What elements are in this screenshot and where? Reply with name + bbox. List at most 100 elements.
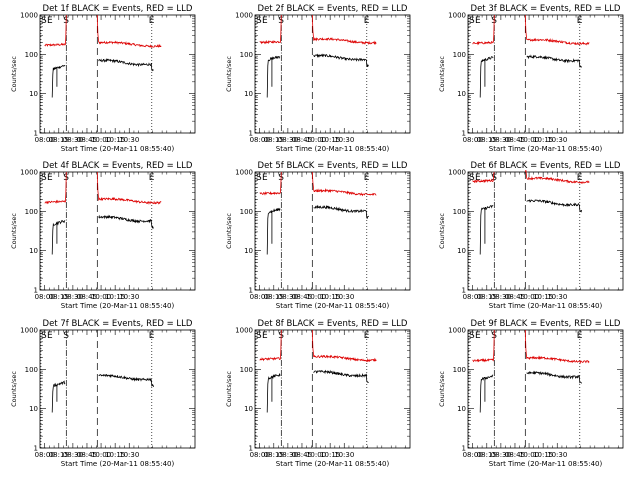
x-tick-label: 08:30 [491, 451, 511, 459]
y-tick-label: 100 [240, 51, 253, 59]
events-series-post [98, 58, 154, 72]
y-tick-label: 10 [244, 90, 253, 98]
y-tick-label: 1000 [448, 12, 466, 20]
x-tick-label: 10:00 [306, 451, 326, 459]
x-tick-label: 08:45 [77, 451, 97, 459]
events-series-pre [479, 374, 494, 413]
y-tick-label: 1000 [235, 12, 253, 20]
x-tick-label: 08:00 [463, 136, 483, 144]
x-axis-label: Start Time (20-Mar-11 08:55:40) [61, 302, 175, 310]
x-tick-label: 10:15 [533, 293, 553, 301]
y-axis-label: Counts/sec [225, 56, 233, 92]
x-tick-label: 08:45 [505, 451, 525, 459]
x-tick-label: 08:45 [292, 293, 312, 301]
x-tick-label: 10:30 [119, 293, 139, 301]
x-axis-label: Start Time (20-Mar-11 08:55:40) [276, 145, 390, 153]
marker-label-start-left: S [41, 16, 47, 26]
lld-series-pre [472, 329, 495, 363]
x-tick-label: 10:00 [519, 293, 539, 301]
lld-series-post [311, 329, 377, 363]
x-tick-label: 08:00 [463, 451, 483, 459]
marker-label-start-right: E [262, 331, 268, 341]
y-tick-label: 1 [34, 130, 38, 138]
y-tick-label: 1000 [20, 12, 38, 20]
marker-label-end: E [577, 173, 583, 183]
lld-series-pre [259, 329, 282, 362]
chart-panel: Det 6f BLACK = Events, RED = LLD 1 10 100 10… [438, 161, 624, 310]
x-tick-label: 10:00 [91, 293, 111, 301]
x-tick-label: 08:45 [77, 136, 97, 144]
marker-label-s: S [491, 173, 497, 183]
x-tick-label: 08:30 [278, 293, 298, 301]
events-series-post [313, 204, 369, 219]
marker-label-start-left: S [469, 16, 475, 26]
panel-title: Det 7f BLACK = Events, RED = LLD [43, 319, 193, 329]
y-tick-label: 100 [25, 366, 38, 374]
x-tick-label: 08:15 [477, 293, 497, 301]
lld-series-pre [44, 171, 67, 205]
x-tick-label: 08:30 [63, 451, 83, 459]
marker-label-start-right: E [475, 173, 481, 183]
marker-label-start-right: E [262, 173, 268, 183]
y-tick-label: 10 [457, 405, 466, 413]
marker-label-start-left: S [41, 331, 47, 341]
x-tick-label: 08:30 [63, 293, 83, 301]
lld-series-pre [44, 14, 67, 47]
y-tick-label: 1 [462, 445, 466, 453]
lld-series-post [311, 171, 377, 197]
x-tick-label: 10:00 [306, 136, 326, 144]
x-tick-label: 08:00 [250, 136, 270, 144]
x-tick-label: 10:30 [547, 293, 567, 301]
y-tick-label: 1 [34, 445, 38, 453]
y-tick-label: 10 [29, 90, 38, 98]
y-tick-label: 10 [244, 247, 253, 255]
x-tick-label: 08:30 [491, 136, 511, 144]
y-axis-label: Counts/sec [225, 371, 233, 407]
y-axis-label: Counts/sec [10, 56, 18, 92]
y-tick-label: 1 [249, 445, 253, 453]
y-axis-label: Counts/sec [10, 213, 18, 249]
marker-label-end: E [149, 16, 155, 26]
y-tick-label: 100 [25, 51, 38, 59]
y-tick-label: 1 [249, 130, 253, 138]
y-axis-label: Counts/sec [10, 371, 18, 407]
plot-frame [254, 171, 411, 291]
x-tick-label: 08:45 [505, 136, 525, 144]
x-tick-label: 08:15 [264, 451, 284, 459]
x-tick-label: 10:00 [306, 293, 326, 301]
y-tick-label: 10 [457, 247, 466, 255]
x-tick-label: 10:30 [119, 451, 139, 459]
x-tick-label: 08:15 [49, 451, 69, 459]
x-tick-label: 10:30 [547, 451, 567, 459]
marker-label-start-left: S [256, 173, 262, 183]
panel-title: Det 6f BLACK = Events, RED = LLD [471, 161, 621, 171]
x-tick-label: 08:00 [35, 451, 55, 459]
y-axis-label: Counts/sec [225, 213, 233, 249]
x-tick-label: 08:00 [463, 293, 483, 301]
x-tick-label: 08:00 [35, 293, 55, 301]
y-tick-label: 1000 [448, 327, 466, 335]
lld-series-post [524, 169, 590, 185]
x-tick-label: 08:00 [250, 293, 270, 301]
x-tick-label: 10:15 [533, 136, 553, 144]
plot-frame [39, 14, 196, 134]
y-tick-label: 100 [453, 51, 466, 59]
chart-panel: Det 3f BLACK = Events, RED = LLD 1 10 100 10… [438, 4, 624, 153]
x-tick-label: 10:30 [547, 136, 567, 144]
x-tick-label: 08:45 [292, 451, 312, 459]
plot-frame [39, 171, 196, 291]
panel-title: Det 3f BLACK = Events, RED = LLD [471, 4, 621, 14]
marker-label-start-left: S [256, 16, 262, 26]
x-tick-label: 08:15 [264, 136, 284, 144]
panel-title: Det 4f BLACK = Events, RED = LLD [43, 161, 193, 171]
x-tick-label: 10:00 [519, 136, 539, 144]
x-tick-label: 10:00 [91, 451, 111, 459]
plot-frame [467, 14, 624, 134]
y-tick-label: 1 [249, 287, 253, 295]
y-tick-label: 1 [462, 287, 466, 295]
x-tick-label: 08:15 [264, 293, 284, 301]
panel-title: Det 9f BLACK = Events, RED = LLD [471, 319, 621, 329]
marker-label-end: E [149, 331, 155, 341]
events-series-pre [51, 219, 66, 255]
y-tick-label: 1000 [235, 327, 253, 335]
